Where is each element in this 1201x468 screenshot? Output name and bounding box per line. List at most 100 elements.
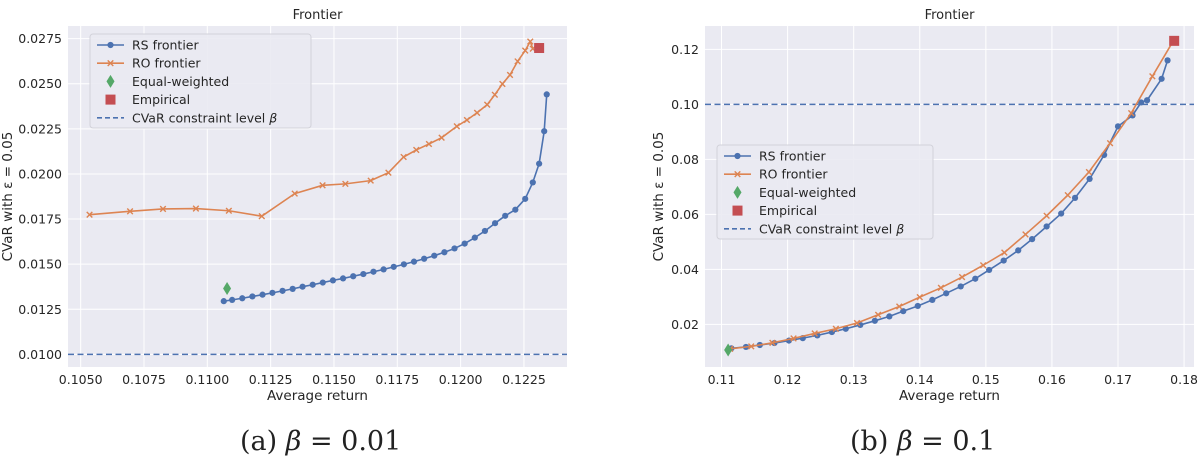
panel-b-y-tick-label: 0.12 <box>671 42 699 57</box>
panel-a-ro-series-point <box>438 134 445 141</box>
panel-b-ro-series-point <box>832 325 840 333</box>
panel-a-y-tick-label: 0.0175 <box>18 212 62 227</box>
panel-b-legend-entry: Equal-weighted <box>733 185 856 200</box>
panel-b-legend-entry-marker <box>732 205 743 216</box>
panel-a-ro-series-point <box>159 205 167 213</box>
caption-b-label: (b) <box>850 426 889 457</box>
panel-b-ro-series-point <box>958 273 966 281</box>
panel-b-rs-series-point <box>914 302 921 310</box>
panel-b-ro-series-point <box>895 303 903 310</box>
panel-a-x-tick-label: 0.1150 <box>312 372 356 387</box>
panel-b-x-axis-label: Average return <box>899 388 1000 404</box>
panel-a-rs-series-point <box>329 277 337 284</box>
panel-b-ro-series-point <box>747 343 755 350</box>
panel-a-legend-entry-label: RS frontier <box>132 38 199 53</box>
panel-a-rs-series-point <box>390 263 397 270</box>
panel-b-empirical-point <box>1169 35 1180 46</box>
panel-a-legend-box <box>89 33 312 129</box>
panel-a-rs-series <box>220 91 550 305</box>
panel-b-legend-entry: RO frontier <box>724 167 828 182</box>
panel-a-rs-series-point <box>309 281 316 288</box>
panel-a-legend-entry-label: RO frontier <box>132 56 201 71</box>
panel-a-ro-series-point <box>526 38 534 45</box>
panel-b-equal-weighted-point <box>724 343 733 357</box>
panel-b-ro-series-point <box>1149 73 1156 80</box>
panel-a-ro-series-point <box>192 205 200 212</box>
panel-a-rs-series-point <box>529 179 536 186</box>
panel-b-rs-series-point <box>972 275 979 282</box>
panel-b-ro-series-point <box>1022 231 1029 238</box>
panel-b-ro-series-point <box>916 293 924 301</box>
panel-a-rs-series-point <box>339 275 347 282</box>
panel-a-empirical-point <box>534 43 545 54</box>
panel-b-legend-entry-marker <box>733 185 742 199</box>
panel-b-rs-series-point <box>1164 57 1171 64</box>
panel-a-ro-series <box>86 38 537 220</box>
panel-a-ro-series-point <box>521 47 529 54</box>
panel-a-x-tick-label: 0.1050 <box>59 372 103 387</box>
caption-a-value: = 0.01 <box>301 426 402 457</box>
panel-b-ro-series-point <box>937 284 945 292</box>
panel-b-legend-entry-marker <box>734 170 741 178</box>
panel-a-rs-series-point <box>502 212 509 219</box>
panel-a-rs-series-point <box>491 220 499 227</box>
panel-b-ro-series-point <box>853 319 861 327</box>
panel-a-y-tick-label: 0.0250 <box>18 76 62 91</box>
panel-b-x-tick-label: 0.13 <box>840 372 868 387</box>
panel-a-ro-series-point <box>400 153 407 161</box>
panel-a-ro-series-point <box>483 101 491 108</box>
panel-b-legend-box <box>716 144 934 240</box>
panel-b-ro-series-point <box>769 339 776 347</box>
panel-b-legend: RS frontier RO frontier Equal-weighted Empi… <box>716 144 934 240</box>
caption-b-variable: β <box>896 426 913 457</box>
panel-b-y-tick-label: 0.04 <box>671 262 699 277</box>
panel-b-legend-entry: CVaR constraint level β <box>724 221 904 236</box>
panel-a-ro-series-point <box>126 208 134 215</box>
panel-b-ro-series-line <box>730 40 1175 350</box>
panel-b-x-tick-label: 0.17 <box>1104 372 1132 387</box>
panel-a-y-tick-label: 0.0100 <box>18 347 62 362</box>
panel-b-ro-series-point <box>1001 249 1008 256</box>
panel-b-rs-series-point <box>857 321 864 329</box>
panel-a: 0.1050 0.1075 0.1100 0.1125 0.1150 0.1175 0.12… <box>0 8 567 404</box>
panel-a-rs-series-point <box>239 295 246 302</box>
panel-b-y-tick-label: 0.02 <box>671 317 699 332</box>
panel-b: 0.11 0.12 0.13 0.14 0.15 0.16 0.17 0.18 0.02 0.04… <box>651 8 1198 404</box>
panel-b-ro-series-point <box>979 261 987 269</box>
panel-b-ro-series-point <box>1064 191 1072 199</box>
caption-a-variable: β <box>285 426 302 457</box>
panel-b-legend-entry-label: Empirical <box>759 203 817 218</box>
panel-b-legend-entry: Empirical <box>732 203 817 218</box>
panel-a-rs-series-point <box>279 287 286 294</box>
panel-b-rs-series-point <box>1086 175 1093 182</box>
panel-a-legend-entry-label: Equal-weighted <box>132 74 229 89</box>
panel-b-rs-series-point <box>1058 210 1065 217</box>
panel-a-y-axis-label: CVaR with ε = 0.05 <box>0 132 16 262</box>
panel-a-rs-series-point <box>249 293 256 300</box>
panel-a-rs-series-point <box>461 240 468 247</box>
panel-b-ro-series-point <box>1127 109 1135 117</box>
panel-a-rs-series-point <box>229 296 236 303</box>
panel-a-ro-series-point <box>453 123 461 130</box>
panel-a-title: Frontier <box>293 8 343 23</box>
panel-a-ro-series-point <box>342 180 349 188</box>
panel-a-ro-series-point <box>506 71 514 79</box>
panel-a-ro-series-point <box>385 169 392 176</box>
panel-b-rs-series-point <box>957 283 964 290</box>
panel-a-rs-series-point <box>319 279 326 286</box>
panel-a-x-tick-label: 0.1125 <box>249 372 293 387</box>
panel-b-rs-series-point <box>886 313 893 320</box>
caption-b: (b) β = 0.1 <box>850 426 995 457</box>
panel-a-legend-entry: RO frontier <box>97 56 201 71</box>
panel-b-x-tick-label: 0.18 <box>1170 372 1198 387</box>
panel-a-equal-weighted-point <box>223 282 232 296</box>
panel-b-y-axis-label: CVaR with ε = 0.05 <box>651 132 667 262</box>
panel-a-legend-entry-marker <box>107 59 114 67</box>
panel-a-legend-entry-label: CVaR constraint level β <box>132 110 277 125</box>
panel-b-rs-series-point <box>1015 247 1022 254</box>
panel-a-legend-entry: CVaR constraint level β <box>97 110 277 125</box>
panel-b-ro-series-point <box>1085 168 1093 176</box>
panel-a-y-tick-label: 0.0275 <box>18 31 62 46</box>
panel-a-x-tick-label: 0.1100 <box>185 372 229 387</box>
panel-b-y-tick-label: 0.10 <box>671 97 699 112</box>
